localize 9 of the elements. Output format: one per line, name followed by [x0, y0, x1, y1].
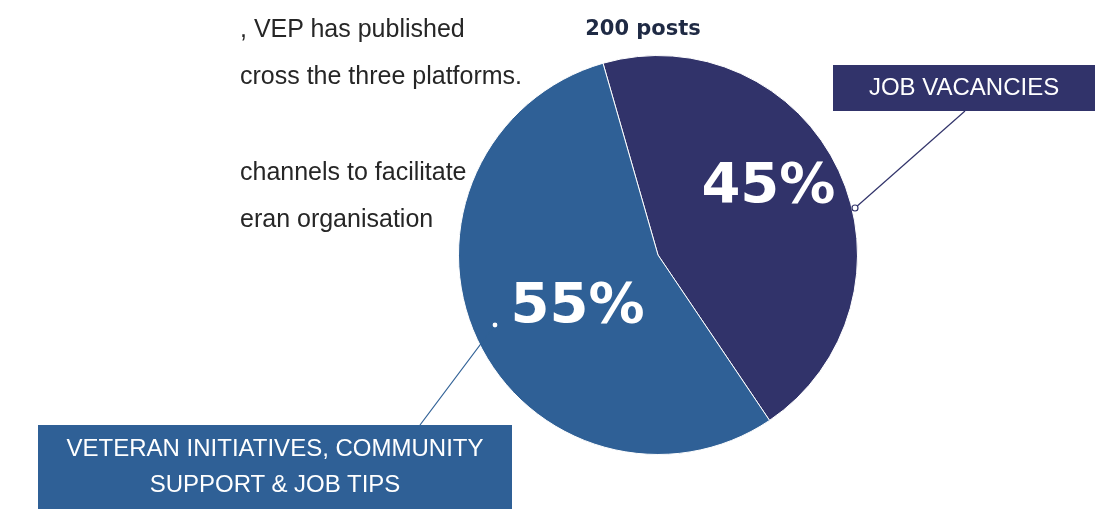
text: channels to facilitate: [240, 157, 467, 186]
text: eran organisation: [240, 204, 434, 233]
chart-title: 200 posts: [585, 16, 701, 41]
data-label: 45%: [701, 150, 836, 216]
data-label: 55%: [510, 269, 645, 335]
text: , VEP has published: [240, 14, 465, 43]
text: cross the three platforms.: [240, 61, 523, 90]
slice-label: VETERAN INITIATIVES, COMMUNITY SUPPORT & JOB TIPS: [66, 433, 484, 497]
slice-label: JOB VACANCIES: [868, 72, 1060, 100]
